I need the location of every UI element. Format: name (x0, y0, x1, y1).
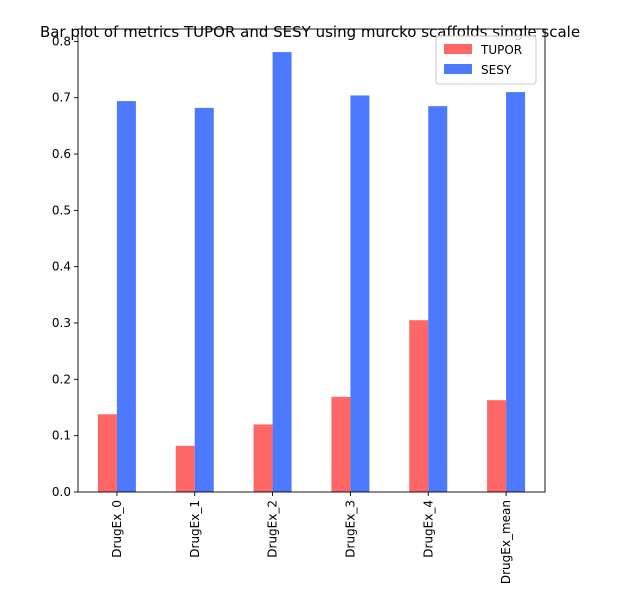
legend-swatch-tupor (444, 44, 472, 54)
axes-frame (77, 28, 546, 493)
bar-tupor-1 (175, 445, 195, 492)
x-tick-label-3: DrugEx_3 (343, 500, 357, 558)
x-tick-label-1: DrugEx_1 (188, 500, 202, 558)
bar-sesy-1 (194, 107, 214, 492)
bar-sesy-5 (506, 92, 526, 493)
legend-swatch-sesy (444, 64, 472, 74)
x-tick-label-0: DrugEx_0 (110, 500, 124, 558)
x-tick-label-4: DrugEx_4 (421, 500, 435, 558)
x-tick-label-5: DrugEx_mean (499, 500, 513, 584)
y-tick-label-4: 0.4 (52, 260, 71, 274)
y-tick-label-3: 0.3 (52, 316, 71, 330)
bar-sesy-2 (272, 52, 292, 492)
bar-tupor-3 (331, 396, 351, 492)
bar-sesy-4 (428, 106, 448, 493)
y-tick-label-0: 0.0 (52, 485, 71, 499)
legend: TUPOR SESY (435, 35, 537, 85)
legend-label-sesy: SESY (481, 63, 512, 77)
legend-label-tupor: TUPOR (480, 43, 522, 57)
y-tick-label-6: 0.6 (52, 147, 71, 161)
bar-tupor-5 (487, 400, 507, 492)
y-tick-label-5: 0.5 (52, 203, 71, 217)
y-tick-label-8: 0.8 (52, 34, 71, 48)
bar-tupor-0 (97, 414, 117, 492)
bar-sesy-0 (116, 101, 136, 492)
bar-tupor-2 (253, 424, 273, 492)
y-tick-label-7: 0.7 (52, 91, 71, 105)
bar-tupor-4 (409, 320, 429, 492)
bar-sesy-3 (350, 95, 370, 492)
x-tick-label-2: DrugEx_2 (266, 500, 280, 558)
plot-area: 0.0 0.1 0.2 0.3 0.4 0.5 0.6 0.7 0.8 DrugEx_0 DrugE… (52, 28, 546, 584)
y-tick-label-1: 0.1 (52, 429, 71, 443)
y-tick-label-2: 0.2 (52, 372, 71, 386)
